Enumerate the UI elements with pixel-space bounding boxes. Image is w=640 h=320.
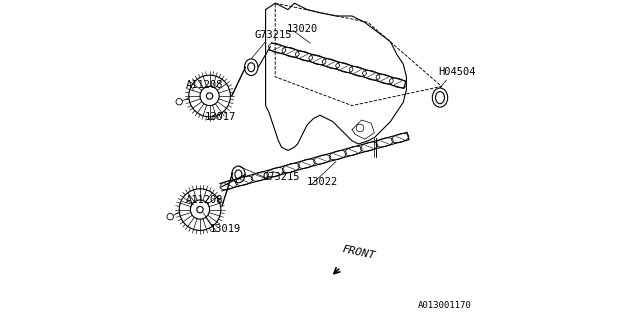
- Text: A11208: A11208: [186, 195, 223, 205]
- Text: 13020: 13020: [287, 24, 317, 34]
- Text: G73215: G73215: [262, 172, 300, 182]
- Text: FRONT: FRONT: [340, 244, 376, 261]
- Text: 13022: 13022: [307, 177, 339, 187]
- Text: 13019: 13019: [210, 224, 241, 234]
- Text: G73215: G73215: [254, 30, 292, 40]
- Text: A013001170: A013001170: [418, 301, 472, 310]
- Text: 13017: 13017: [205, 112, 236, 122]
- Text: H04504: H04504: [438, 67, 476, 77]
- Text: A11208: A11208: [186, 80, 223, 90]
